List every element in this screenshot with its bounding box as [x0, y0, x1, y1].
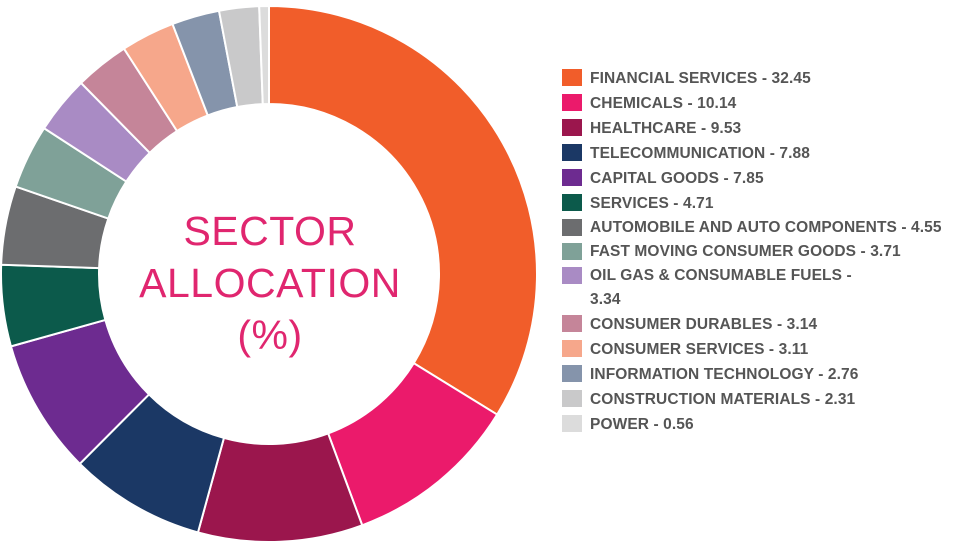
legend-swatch — [562, 243, 582, 260]
legend-item: CHEMICALS - 10.14 — [562, 93, 957, 114]
legend-label: CAPITAL GOODS - 7.85 — [590, 170, 764, 187]
legend-swatch — [562, 169, 582, 186]
legend-swatch — [562, 415, 582, 432]
legend-item: POWER - 0.56 — [562, 414, 957, 435]
legend-label: CONSTRUCTION MATERIALS - 2.31 — [590, 391, 856, 408]
chart-title-line-3: (%) — [237, 312, 303, 358]
legend-swatch — [562, 119, 582, 136]
legend-item: AUTOMOBILE AND AUTO COMPONENTS - 4.55 — [562, 218, 957, 240]
legend-label: INFORMATION TECHNOLOGY - 2.76 — [590, 366, 859, 383]
legend-item: CAPITAL GOODS - 7.85 — [562, 168, 957, 189]
legend-item: CONSUMER SERVICES - 3.11 — [562, 339, 957, 360]
legend-swatch — [562, 94, 582, 111]
legend-swatch — [562, 194, 582, 211]
legend-swatch — [562, 219, 582, 236]
legend-swatch — [562, 69, 582, 86]
legend-item: FAST MOVING CONSUMER GOODS - 3.71 — [562, 242, 957, 264]
legend-label: OIL GAS & CONSUMABLE FUELS - 3.34 — [590, 267, 852, 308]
legend-swatch — [562, 144, 582, 161]
legend-label: AUTOMOBILE AND AUTO COMPONENTS - 4.55 — [590, 219, 942, 236]
legend-label: POWER - 0.56 — [590, 416, 694, 433]
slice-13 — [258, 4, 270, 106]
legend-item: CONSUMER DURABLES - 3.14 — [562, 314, 957, 335]
legend-item: CONSTRUCTION MATERIALS - 2.31 — [562, 389, 957, 410]
legend-label: TELECOMMUNICATION - 7.88 — [590, 145, 810, 162]
legend-label: FAST MOVING CONSUMER GOODS - 3.71 — [590, 243, 901, 260]
slice-0 — [268, 4, 538, 416]
legend-label: FINANCIAL SERVICES - 32.45 — [590, 70, 811, 87]
legend-label: CHEMICALS - 10.14 — [590, 95, 737, 112]
legend-item: HEALTHCARE - 9.53 — [562, 118, 957, 139]
chart-title-line-1: SECTOR — [183, 208, 357, 254]
legend-swatch — [562, 267, 582, 284]
donut-chart — [0, 4, 538, 543]
legend-item: SERVICES - 4.71 — [562, 193, 957, 214]
legend-swatch — [562, 365, 582, 382]
legend-item: INFORMATION TECHNOLOGY - 2.76 — [562, 364, 957, 385]
legend-item: FINANCIAL SERVICES - 32.45 — [562, 68, 957, 89]
legend-swatch — [562, 340, 582, 357]
legend-label: HEALTHCARE - 9.53 — [590, 120, 742, 137]
legend-swatch — [562, 315, 582, 332]
legend-item: OIL GAS & CONSUMABLE FUELS - 3.34 — [562, 266, 957, 312]
chart-title: SECTOR ALLOCATION (%) — [100, 205, 440, 361]
chart-title-line-2: ALLOCATION — [139, 260, 401, 306]
legend-label: CONSUMER SERVICES - 3.11 — [590, 341, 809, 358]
legend-label: CONSUMER DURABLES - 3.14 — [590, 316, 818, 333]
legend-label: SERVICES - 4.71 — [590, 195, 714, 212]
legend-swatch — [562, 390, 582, 407]
legend-item: TELECOMMUNICATION - 7.88 — [562, 143, 957, 164]
chart-legend: FINANCIAL SERVICES - 32.45 CHEMICALS - 10… — [562, 68, 957, 439]
